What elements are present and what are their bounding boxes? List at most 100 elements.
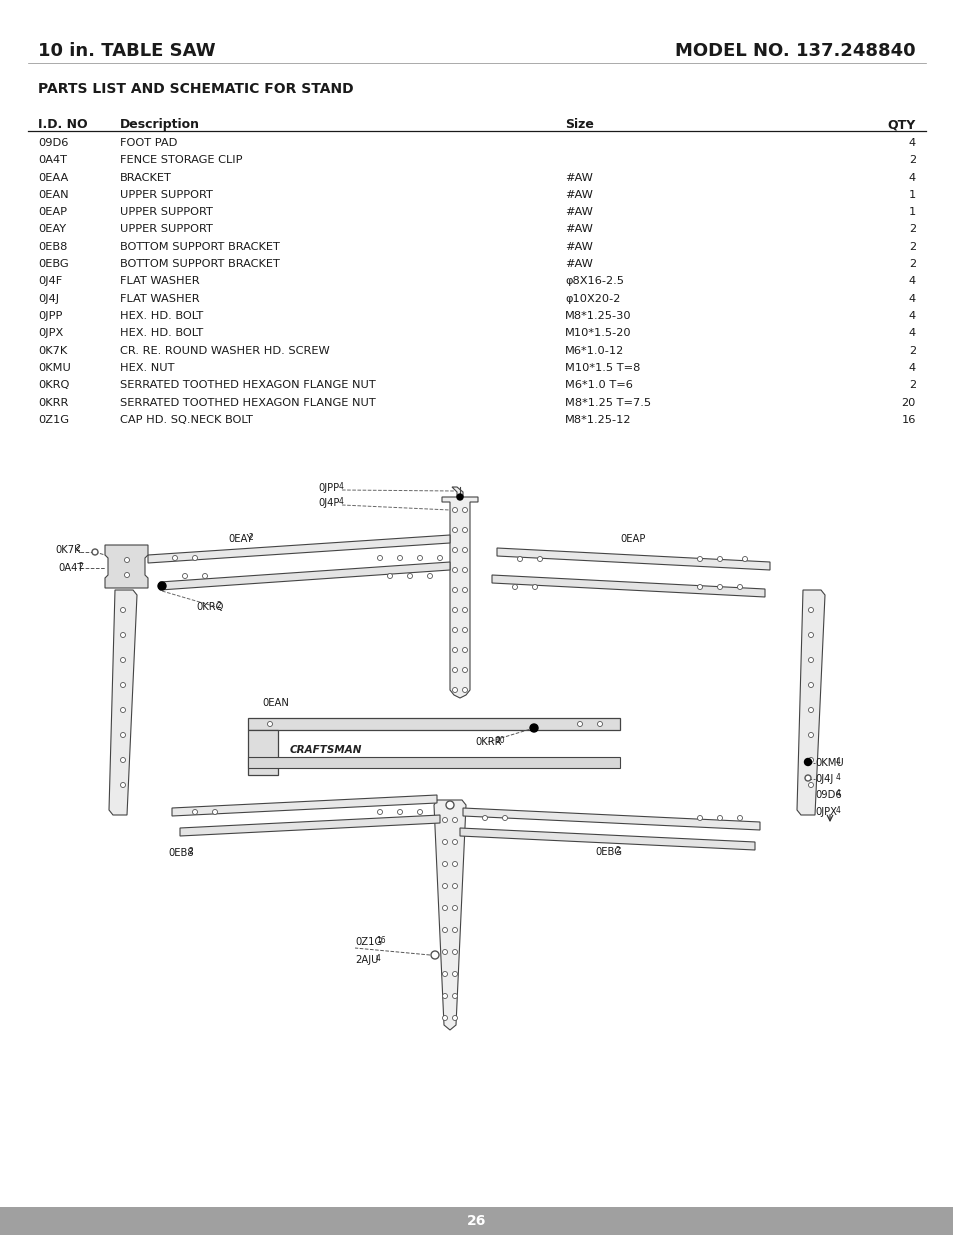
Circle shape — [437, 556, 442, 561]
Circle shape — [537, 557, 542, 562]
Text: 4: 4 — [835, 773, 840, 782]
Circle shape — [442, 905, 447, 910]
Text: BOTTOM SUPPORT BRACKET: BOTTOM SUPPORT BRACKET — [120, 259, 279, 269]
Polygon shape — [160, 562, 450, 590]
Text: HEX. HD. BOLT: HEX. HD. BOLT — [120, 311, 203, 321]
Text: #AW: #AW — [564, 242, 592, 252]
Text: 0KMU: 0KMU — [814, 758, 842, 768]
Polygon shape — [172, 795, 436, 816]
Text: 0EB8: 0EB8 — [38, 242, 68, 252]
Circle shape — [807, 657, 813, 662]
Circle shape — [193, 556, 197, 561]
Polygon shape — [796, 590, 824, 815]
Text: QTY: QTY — [887, 119, 915, 131]
Circle shape — [442, 993, 447, 999]
Text: 26: 26 — [467, 1214, 486, 1228]
Circle shape — [807, 683, 813, 688]
Text: M6*1.0 T=6: M6*1.0 T=6 — [564, 380, 632, 390]
Circle shape — [462, 667, 467, 673]
Text: MODEL NO. 137.248840: MODEL NO. 137.248840 — [675, 42, 915, 61]
Text: 0EAP: 0EAP — [619, 534, 644, 543]
Circle shape — [120, 757, 126, 762]
Text: 0JPP: 0JPP — [38, 311, 62, 321]
Text: FOOT PAD: FOOT PAD — [120, 138, 177, 148]
Text: 0EBG: 0EBG — [595, 847, 621, 857]
Text: 4: 4 — [908, 294, 915, 304]
Circle shape — [452, 588, 457, 593]
Circle shape — [697, 584, 701, 589]
Text: M10*1.5 T=8: M10*1.5 T=8 — [564, 363, 639, 373]
Circle shape — [417, 809, 422, 815]
Circle shape — [125, 573, 130, 578]
Circle shape — [267, 721, 273, 726]
Text: FLAT WASHER: FLAT WASHER — [120, 277, 199, 287]
Circle shape — [462, 527, 467, 532]
Circle shape — [202, 573, 208, 578]
Circle shape — [462, 627, 467, 632]
Circle shape — [532, 584, 537, 589]
Text: 09D6: 09D6 — [38, 138, 69, 148]
Text: 4: 4 — [338, 496, 343, 506]
Text: 0KMU: 0KMU — [38, 363, 71, 373]
Circle shape — [530, 724, 537, 732]
Circle shape — [377, 809, 382, 815]
Circle shape — [452, 627, 457, 632]
Circle shape — [442, 950, 447, 955]
Circle shape — [158, 582, 166, 590]
Text: SERRATED TOOTHED HEXAGON FLANGE NUT: SERRATED TOOTHED HEXAGON FLANGE NUT — [120, 380, 375, 390]
Circle shape — [397, 556, 402, 561]
Text: CR. RE. ROUND WASHER HD. SCREW: CR. RE. ROUND WASHER HD. SCREW — [120, 346, 330, 356]
Text: 2: 2 — [908, 242, 915, 252]
Circle shape — [120, 657, 126, 662]
Polygon shape — [109, 590, 137, 815]
Text: #AW: #AW — [564, 207, 592, 217]
Text: 0KRR: 0KRR — [38, 398, 69, 408]
Text: #AW: #AW — [564, 190, 592, 200]
Circle shape — [452, 667, 457, 673]
Circle shape — [462, 568, 467, 573]
Text: 2AJU: 2AJU — [355, 955, 378, 965]
Polygon shape — [248, 730, 277, 776]
Text: 0EB8: 0EB8 — [168, 848, 193, 858]
Text: 0Z1G: 0Z1G — [355, 937, 382, 947]
Text: 20: 20 — [496, 736, 505, 745]
Text: 0EAY: 0EAY — [38, 225, 66, 235]
Text: 4: 4 — [338, 482, 343, 492]
Circle shape — [446, 802, 454, 809]
Circle shape — [452, 547, 457, 552]
Circle shape — [442, 1015, 447, 1020]
Text: M6*1.0-12: M6*1.0-12 — [564, 346, 623, 356]
Text: FLAT WASHER: FLAT WASHER — [120, 294, 199, 304]
Circle shape — [737, 584, 741, 589]
Circle shape — [125, 557, 130, 562]
Circle shape — [482, 815, 487, 820]
Text: FENCE STORAGE CLIP: FENCE STORAGE CLIP — [120, 156, 242, 165]
Text: 4: 4 — [375, 953, 380, 963]
Text: 2: 2 — [76, 543, 81, 553]
Circle shape — [120, 732, 126, 737]
Text: Description: Description — [120, 119, 200, 131]
Polygon shape — [459, 827, 754, 850]
Circle shape — [807, 732, 813, 737]
Circle shape — [697, 557, 701, 562]
Circle shape — [182, 573, 188, 578]
Text: 0EAA: 0EAA — [38, 173, 69, 183]
Circle shape — [462, 508, 467, 513]
Circle shape — [193, 809, 197, 815]
Polygon shape — [105, 545, 148, 588]
Text: 16: 16 — [901, 415, 915, 425]
Polygon shape — [148, 535, 450, 563]
Circle shape — [741, 557, 747, 562]
Circle shape — [807, 783, 813, 788]
Text: UPPER SUPPORT: UPPER SUPPORT — [120, 190, 213, 200]
Circle shape — [462, 647, 467, 652]
Text: CAP HD. SQ.NECK BOLT: CAP HD. SQ.NECK BOLT — [120, 415, 253, 425]
Polygon shape — [497, 548, 769, 571]
Text: φ10X20-2: φ10X20-2 — [564, 294, 619, 304]
Circle shape — [91, 550, 98, 555]
Text: 0EBG: 0EBG — [38, 259, 69, 269]
Text: HEX. NUT: HEX. NUT — [120, 363, 174, 373]
Text: SERRATED TOOTHED HEXAGON FLANGE NUT: SERRATED TOOTHED HEXAGON FLANGE NUT — [120, 398, 375, 408]
Circle shape — [120, 683, 126, 688]
Circle shape — [517, 557, 522, 562]
